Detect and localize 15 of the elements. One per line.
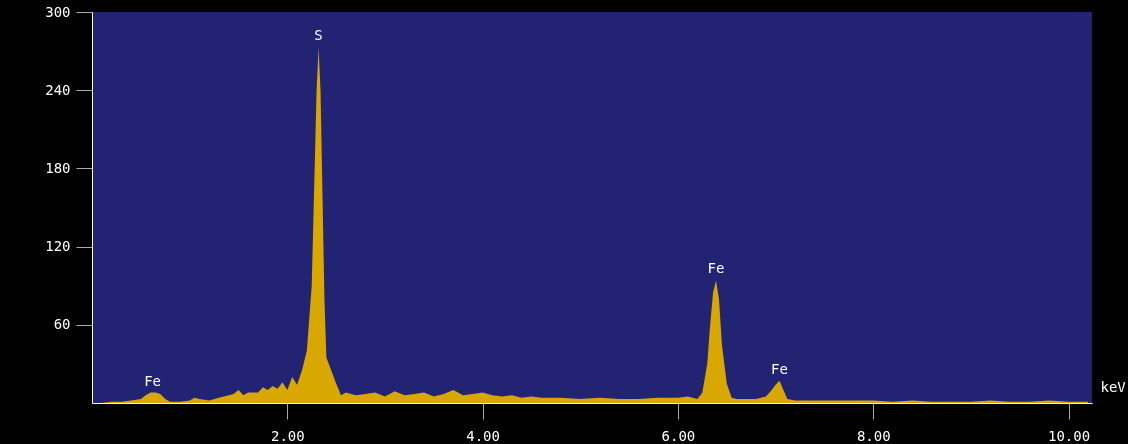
x-tick-label: 6.00 (661, 427, 696, 444)
x-tick-label: 8.00 (856, 427, 891, 444)
x-tick-label: 10.00 (1047, 427, 1091, 444)
x-tick-label: 2.00 (270, 427, 305, 444)
y-tick-label: 120 (45, 238, 71, 255)
x-axis-title: keV (1100, 378, 1127, 395)
annotation: S (314, 27, 323, 44)
annotation: Fe (771, 360, 788, 377)
annotation: Fe (707, 260, 725, 277)
y-tick-label: 180 (45, 159, 71, 176)
x-tick-label: 4.00 (466, 427, 500, 444)
annotation: Fe (144, 372, 161, 389)
y-tick-label: 60 (53, 316, 71, 333)
y-tick-label: 240 (45, 81, 71, 98)
y-tick-label: 300 (45, 3, 71, 20)
